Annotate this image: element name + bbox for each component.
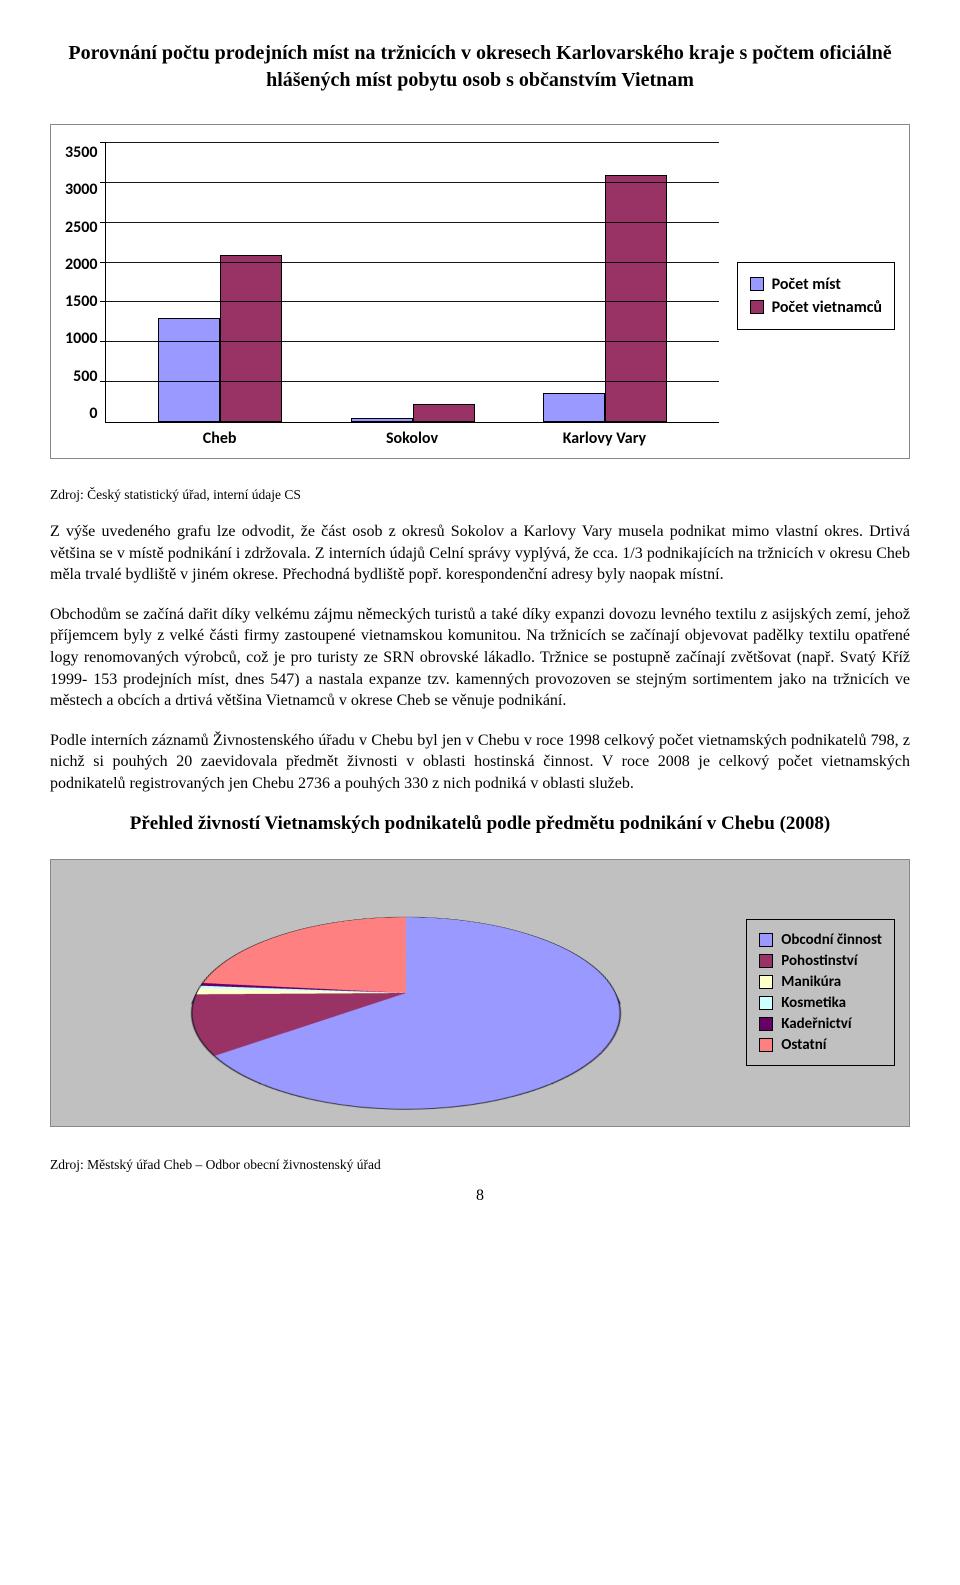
pie-chart-source: Zdroj: Městský úřad Cheb – Odbor obecní … — [50, 1157, 910, 1173]
pie-chart-title: Přehled živností Vietnamských podnikatel… — [50, 813, 910, 835]
legend-swatch — [759, 1038, 773, 1052]
pie-chart-legend: Obcodní činnost Pohostinství Manikúra Kosme… — [746, 919, 895, 1066]
page-title: Porovnání počtu prodejních míst na tržni… — [50, 40, 910, 94]
legend-swatch — [759, 954, 773, 968]
legend-item: Počet vietnamců — [750, 298, 882, 317]
legend-swatch — [750, 300, 764, 314]
bar-chart-y-tick: 2500 — [65, 218, 97, 237]
paragraph-2: Obchodům se začíná dařit díky velkému zá… — [50, 604, 910, 712]
legend-label: Manikúra — [781, 973, 841, 991]
page-number: 8 — [50, 1187, 910, 1205]
pie-chart: Obcodní činnost Pohostinství Manikúra Kosme… — [50, 859, 910, 1127]
legend-swatch — [750, 277, 764, 291]
legend-item: Manikúra — [759, 973, 882, 991]
bar — [543, 393, 605, 422]
bar-chart-y-tick: 2000 — [65, 255, 97, 274]
bar — [413, 404, 475, 422]
paragraph-3: Podle interních záznamů Živnostenského ú… — [50, 730, 910, 795]
legend-item: Počet míst — [750, 275, 882, 294]
legend-item: Kadeřnictví — [759, 1015, 882, 1033]
pie-chart-plot — [140, 916, 671, 1109]
legend-item: Obcodní činnost — [759, 931, 882, 949]
bar — [158, 318, 220, 422]
bar-chart-group — [316, 143, 508, 422]
legend-swatch — [759, 1017, 773, 1031]
bar-chart-x-label: Cheb — [123, 429, 315, 448]
legend-swatch — [759, 933, 773, 947]
bar-chart-y-axis: 3500 3000 2500 2000 1500 1000 500 0 — [65, 143, 105, 423]
bar — [220, 255, 282, 422]
legend-label: Pohostinství — [781, 952, 857, 970]
bar-chart-x-axis: ChebSokolovKarlovy Vary — [105, 423, 718, 448]
legend-item: Kosmetika — [759, 994, 882, 1012]
bar-chart-x-label: Sokolov — [316, 429, 508, 448]
bar-chart-x-label: Karlovy Vary — [508, 429, 700, 448]
bar-chart-y-tick: 3500 — [65, 143, 97, 162]
bar-chart: 3500 3000 2500 2000 1500 1000 500 0 ChebSokolov… — [50, 124, 910, 459]
bar — [605, 175, 667, 422]
legend-label: Počet vietnamců — [772, 298, 882, 317]
paragraph-1: Z výše uvedeného grafu lze odvodit, že č… — [50, 521, 910, 586]
bar-chart-y-tick: 3000 — [65, 180, 97, 199]
bar — [351, 418, 413, 422]
bar-chart-source: Zdroj: Český statistický úřad, interní ú… — [50, 487, 910, 503]
bar-chart-y-tick: 0 — [89, 404, 97, 423]
bar-chart-y-tick: 1500 — [65, 292, 97, 311]
legend-label: Kosmetika — [781, 994, 846, 1012]
legend-label: Ostatní — [781, 1036, 826, 1054]
bar-chart-legend: Počet míst Počet vietnamců — [737, 262, 895, 330]
legend-item: Ostatní — [759, 1036, 882, 1054]
legend-swatch — [759, 996, 773, 1010]
bar-chart-y-tick: 500 — [73, 367, 97, 386]
legend-item: Pohostinství — [759, 952, 882, 970]
bar-chart-plot — [105, 143, 718, 423]
legend-swatch — [759, 975, 773, 989]
legend-label: Obcodní činnost — [781, 931, 882, 949]
legend-label: Počet míst — [772, 275, 841, 294]
legend-label: Kadeřnictví — [781, 1015, 851, 1033]
bar-chart-group — [509, 143, 701, 422]
bar-chart-group — [124, 143, 316, 422]
bar-chart-y-tick: 1000 — [65, 329, 97, 348]
